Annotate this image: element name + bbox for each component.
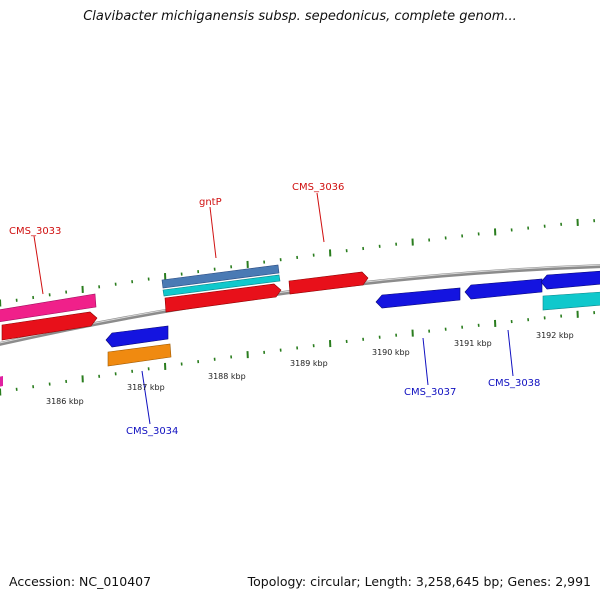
gene-label-gntp[interactable]: gntP	[199, 197, 222, 208]
scale-label-3192: 3192 kbp	[536, 331, 574, 340]
genome-title: Clavibacter michiganensis subsp. sepedon…	[0, 9, 600, 24]
gene-cms-3034-orange[interactable]	[108, 344, 171, 366]
accession-text: Accession: NC_010407	[9, 574, 151, 589]
leader-cms-3034	[142, 371, 150, 424]
gene-edge-cyan[interactable]	[543, 292, 600, 310]
scale-label-3189: 3189 kbp	[290, 359, 328, 368]
gene-label-cms-3033[interactable]: CMS_3033	[9, 226, 61, 237]
gene-label-cms-3038[interactable]: CMS_3038	[488, 378, 540, 389]
leader-gntp	[210, 207, 216, 258]
gene-label-group: CMS_3033 gntP CMS_3036 CMS_3034 CMS_3037…	[9, 182, 540, 437]
scale-label-3188: 3188 kbp	[208, 372, 246, 381]
leader-cms-3036	[317, 193, 324, 242]
gene-edge-magenta[interactable]	[0, 376, 3, 387]
gene-label-cms-3037[interactable]: CMS_3037	[404, 387, 456, 398]
leader-cms-3037	[423, 338, 428, 385]
gene-label-cms-3034[interactable]: CMS_3034	[126, 426, 178, 437]
scale-label-3190: 3190 kbp	[372, 348, 410, 357]
scale-label-3187: 3187 kbp	[127, 383, 165, 392]
forward-strand-genes	[0, 265, 368, 340]
leader-cms-3033	[34, 236, 43, 294]
gene-cms-3038-blue[interactable]	[465, 279, 542, 299]
gene-label-cms-3036[interactable]: CMS_3036	[292, 182, 344, 193]
gene-cms-3037-blue[interactable]	[376, 288, 460, 308]
scale-label-3191: 3191 kbp	[454, 339, 492, 348]
gene-cms-3036-red[interactable]	[289, 272, 368, 294]
gene-edge-blue[interactable]	[541, 271, 600, 289]
gene-cms-3034-blue[interactable]	[106, 326, 168, 347]
scale-label-3186: 3186 kbp	[46, 397, 84, 406]
leader-cms-3038	[508, 330, 513, 376]
genome-summary-text: Topology: circular; Length: 3,258,645 bp…	[248, 574, 591, 589]
